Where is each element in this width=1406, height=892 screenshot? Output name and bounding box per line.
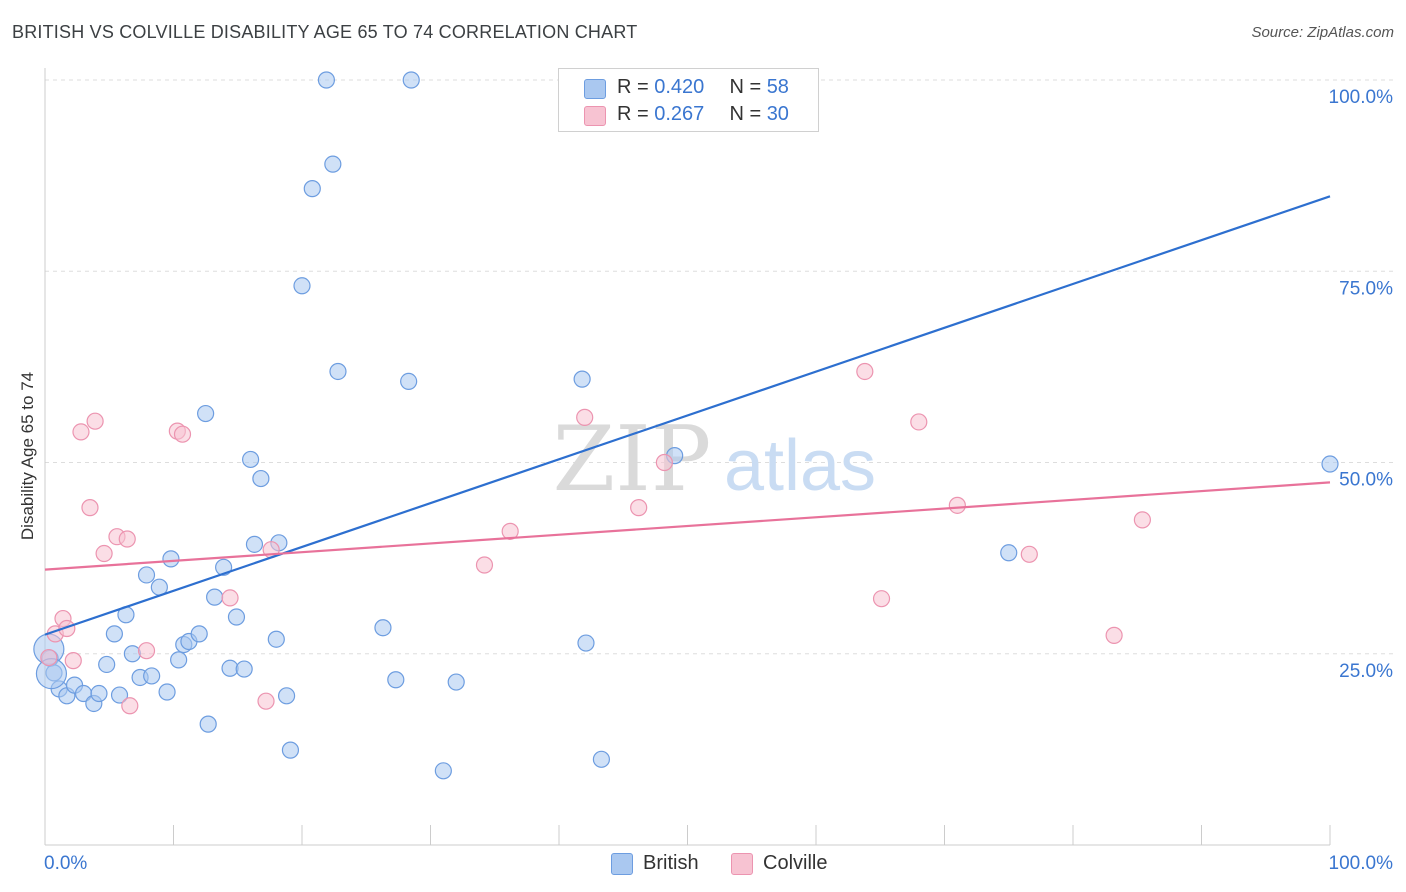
colville-point (501, 522, 519, 540)
colville-swatch (584, 106, 606, 126)
correlation-legend: R = 0.420 N = 58 R = 0.267 N = 30 (558, 68, 819, 132)
british-legend-swatch (611, 853, 633, 875)
british-point (1321, 455, 1339, 473)
british-point (162, 550, 180, 568)
british-point (317, 71, 336, 89)
colville-point (86, 412, 104, 430)
british-point (447, 673, 465, 691)
colville-point (1105, 626, 1123, 644)
british-point (190, 625, 208, 643)
y-tick-label: 100.0% (1329, 87, 1394, 108)
trend-lines (44, 195, 1331, 636)
british-r-label: R = (617, 76, 649, 98)
british-n-value: 58 (766, 76, 789, 98)
colville-point (872, 590, 891, 608)
colville-n-value: 30 (766, 103, 789, 125)
british-trend-line (44, 195, 1331, 636)
colville-point (81, 499, 99, 517)
british-point (158, 683, 176, 701)
colville-point (1020, 545, 1038, 563)
y-tick-label: 75.0% (1339, 278, 1393, 299)
british-point (329, 362, 347, 381)
british-point (324, 155, 342, 173)
british-point (137, 566, 156, 584)
y-tick-label: 50.0% (1339, 470, 1393, 491)
british-point (170, 651, 188, 669)
watermark: ZIP atlas (553, 407, 876, 512)
british-swatch (584, 79, 606, 99)
colville-point (576, 408, 594, 426)
colville-point (118, 530, 136, 548)
chart-title: BRITISH VS COLVILLE DISABILITY AGE 65 TO… (12, 22, 638, 42)
british-point (387, 671, 405, 689)
colville-n-label: N = (729, 103, 762, 125)
british-point (245, 535, 264, 553)
british-point (400, 372, 418, 391)
british-point (227, 608, 246, 626)
british-point (374, 619, 392, 637)
colville-point (630, 499, 648, 517)
watermark-zip: ZIP (553, 407, 712, 512)
colville-point (72, 423, 90, 441)
british-point (252, 469, 270, 488)
british-point (105, 625, 123, 643)
british-point (98, 655, 116, 674)
colville-point (856, 362, 874, 381)
colville-point (173, 425, 192, 443)
watermark-atlas: atlas (724, 426, 876, 506)
british-point (206, 588, 224, 606)
colville-point (655, 453, 673, 472)
colville-legend-swatch (731, 853, 753, 875)
source-label: Source: ZipAtlas.com (1251, 24, 1394, 41)
grid-lines (45, 79, 1395, 655)
british-point (573, 370, 591, 388)
british-point (592, 750, 611, 768)
british-point (110, 686, 129, 704)
british-point (199, 715, 217, 733)
colville-r-value: 0.267 (654, 103, 705, 125)
british-point (402, 71, 420, 89)
tick-labels: 25.0% 50.0% 75.0% 100.0% 0.0% 100.0% (44, 87, 1393, 874)
british-point (281, 741, 300, 759)
colville-point (121, 697, 139, 715)
british-legend-label: British (643, 852, 699, 874)
british-point (143, 667, 161, 685)
colville-point (948, 496, 966, 514)
british-point (90, 684, 108, 703)
colville-point (910, 413, 928, 431)
british-n-label: N = (729, 76, 762, 98)
colville-r-label: R = (617, 103, 649, 125)
colville-point (64, 652, 82, 670)
colville-point (95, 544, 113, 563)
british-point (303, 180, 321, 198)
colville-point (58, 619, 76, 638)
colville-trend-line (44, 481, 1331, 571)
axes (44, 68, 1331, 846)
colville-point (475, 556, 494, 574)
colville-point (137, 642, 156, 660)
y-tick-label: 25.0% (1339, 661, 1393, 682)
british-point (277, 687, 296, 705)
x-tick-label-max: 100.0% (1329, 853, 1394, 874)
british-point (123, 645, 141, 663)
colville-point (221, 589, 239, 607)
british-point (577, 634, 595, 652)
british-point (197, 404, 215, 423)
colville-legend-label: Colville (763, 852, 828, 874)
british-point (1000, 544, 1018, 562)
british-point (434, 762, 452, 780)
british-point (293, 277, 311, 295)
british-r-value: 0.420 (654, 76, 705, 98)
british-point (235, 660, 253, 678)
british-point (267, 630, 285, 648)
x-tick-label-min: 0.0% (44, 853, 87, 874)
colville-point (1133, 511, 1151, 529)
colville-point (40, 648, 58, 667)
colville-point (257, 692, 275, 710)
y-axis-label: Disability Age 65 to 74 (18, 371, 37, 541)
british-point (242, 450, 260, 469)
